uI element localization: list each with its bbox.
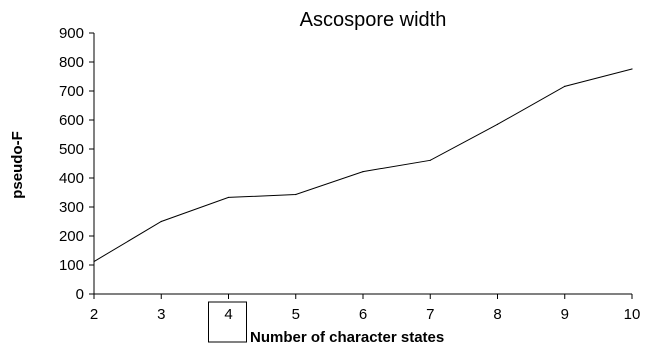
data-point bbox=[564, 85, 566, 87]
y-tick-label: 500 bbox=[59, 141, 84, 158]
data-point bbox=[295, 193, 297, 196]
data-point bbox=[227, 196, 230, 199]
y-tick-label: 800 bbox=[59, 54, 84, 71]
series-line bbox=[93, 68, 633, 262]
data-point bbox=[160, 220, 162, 223]
x-tick-label: 3 bbox=[157, 306, 165, 323]
data-point bbox=[631, 68, 633, 70]
y-tick-label: 0 bbox=[76, 286, 84, 303]
x-tick-label: 8 bbox=[493, 306, 501, 323]
x-tick-label: 5 bbox=[292, 306, 300, 323]
y-tick-label: 100 bbox=[59, 257, 84, 274]
y-tick-label: 300 bbox=[59, 199, 84, 216]
y-tick-label: 900 bbox=[59, 25, 84, 42]
y-axis-label: pseudo-F bbox=[9, 131, 26, 199]
x-tick-label: 7 bbox=[426, 306, 434, 323]
x-tick-label: 10 bbox=[624, 306, 641, 323]
x-tick-label: 6 bbox=[359, 306, 367, 323]
y-tick-label: 400 bbox=[59, 170, 84, 187]
x-axis-label: Number of character states bbox=[250, 329, 444, 346]
data-point bbox=[93, 260, 95, 263]
x-tick-label: 9 bbox=[561, 306, 569, 323]
data-point bbox=[496, 123, 499, 125]
data-point bbox=[429, 159, 431, 161]
data-point bbox=[362, 171, 364, 173]
y-tick-label: 700 bbox=[59, 83, 84, 100]
highlighted-tick-box bbox=[208, 301, 247, 343]
x-tick-label: 2 bbox=[90, 306, 98, 323]
chart-title: Ascospore width bbox=[300, 9, 447, 31]
x-tick-label: 4 bbox=[224, 306, 232, 323]
y-tick-label: 200 bbox=[59, 228, 84, 245]
y-tick-label: 600 bbox=[59, 112, 84, 129]
